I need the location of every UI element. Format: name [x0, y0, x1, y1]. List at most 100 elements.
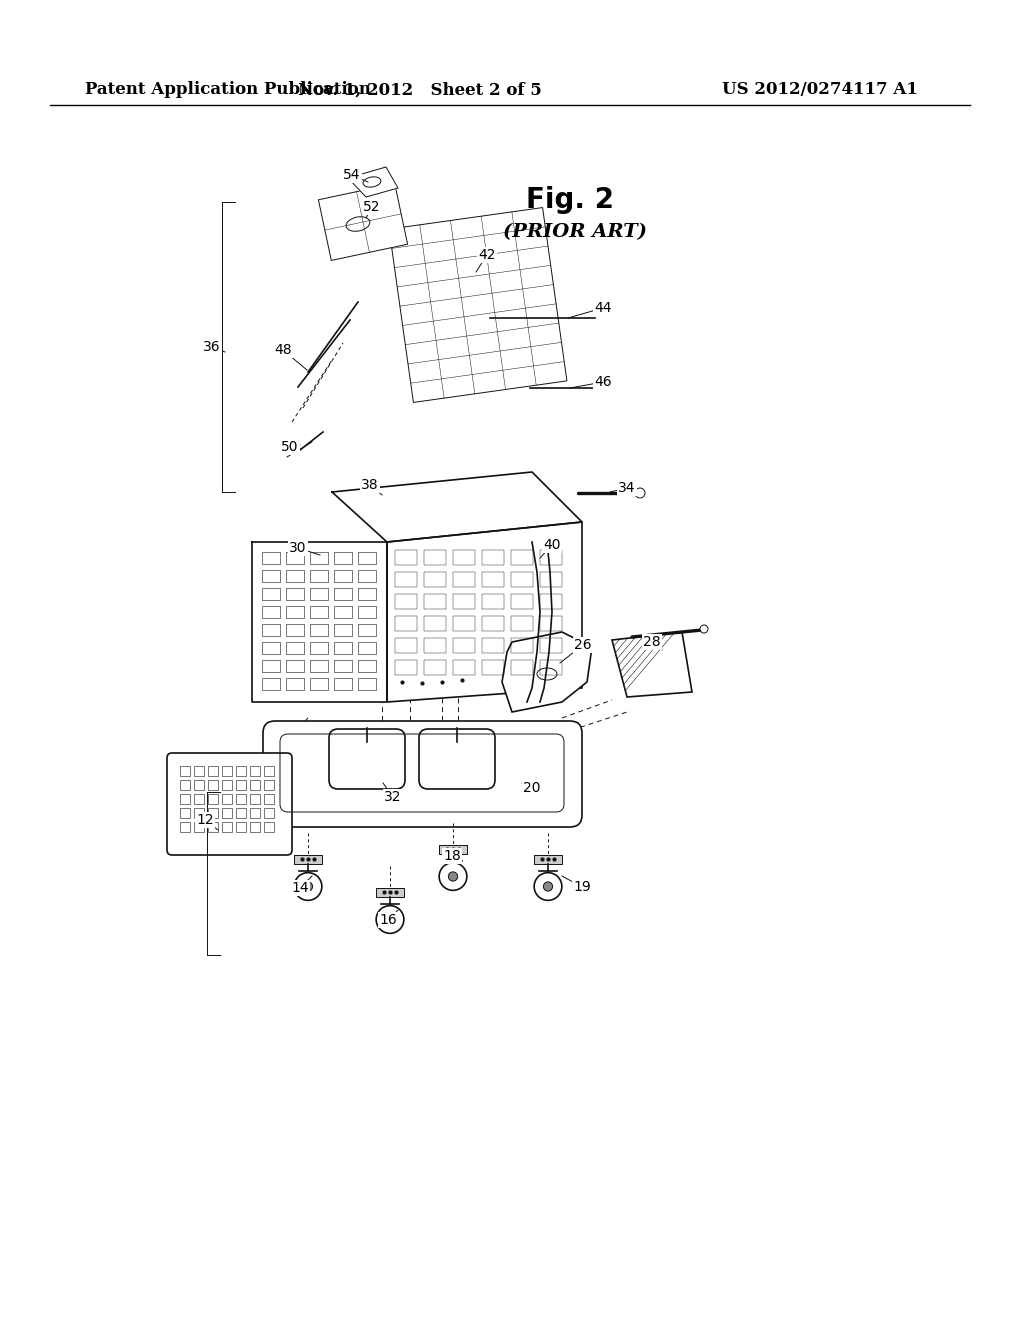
Bar [334, 570, 352, 582]
Bar [250, 780, 260, 789]
Bar [424, 550, 446, 565]
Bar [439, 845, 467, 854]
Bar [540, 616, 562, 631]
Bar [262, 570, 280, 582]
Text: Nov. 1, 2012   Sheet 2 of 5: Nov. 1, 2012 Sheet 2 of 5 [298, 82, 542, 99]
Bar [395, 660, 417, 675]
Bar [222, 766, 232, 776]
Bar [194, 808, 204, 818]
Bar [286, 642, 304, 653]
Bar [194, 795, 204, 804]
Bar [453, 594, 475, 609]
Bar [208, 795, 218, 804]
Bar [482, 572, 504, 587]
Bar [236, 795, 246, 804]
Bar [424, 660, 446, 675]
Bar [540, 594, 562, 609]
Text: 46: 46 [594, 375, 611, 389]
Bar [334, 642, 352, 653]
Bar [262, 642, 280, 653]
Circle shape [376, 906, 403, 933]
Circle shape [303, 882, 312, 891]
Bar [482, 550, 504, 565]
Bar [262, 606, 280, 618]
Circle shape [439, 863, 467, 891]
Bar [194, 822, 204, 832]
Bar [334, 660, 352, 672]
Text: 19: 19 [573, 880, 591, 894]
Bar [358, 660, 376, 672]
Bar [286, 587, 304, 601]
Text: 32: 32 [384, 789, 401, 804]
Polygon shape [612, 632, 692, 697]
Bar [511, 616, 534, 631]
Bar [358, 606, 376, 618]
Text: 20: 20 [523, 781, 541, 795]
Text: 26: 26 [574, 638, 592, 652]
Bar [334, 624, 352, 636]
Text: 48: 48 [274, 343, 292, 356]
Text: 40: 40 [544, 539, 561, 552]
Bar [453, 550, 475, 565]
Bar [194, 766, 204, 776]
Circle shape [449, 873, 458, 882]
Text: 50: 50 [282, 440, 299, 454]
Bar [294, 855, 322, 865]
Polygon shape [332, 473, 582, 543]
Bar [424, 572, 446, 587]
Bar [236, 766, 246, 776]
Polygon shape [318, 183, 408, 260]
Bar [194, 780, 204, 789]
Bar [540, 550, 562, 565]
Bar [264, 780, 274, 789]
Bar [264, 795, 274, 804]
Bar [180, 795, 190, 804]
Bar [453, 572, 475, 587]
Bar [180, 780, 190, 789]
Bar [358, 587, 376, 601]
Bar [482, 638, 504, 653]
Bar [262, 660, 280, 672]
Text: 52: 52 [364, 201, 381, 214]
FancyBboxPatch shape [167, 752, 292, 855]
Bar [250, 766, 260, 776]
Polygon shape [252, 543, 387, 702]
Bar [264, 766, 274, 776]
Bar [534, 855, 562, 865]
Bar [262, 678, 280, 690]
Bar [395, 572, 417, 587]
Bar [236, 808, 246, 818]
Bar [310, 642, 328, 653]
Bar [424, 638, 446, 653]
Bar [482, 616, 504, 631]
Circle shape [294, 873, 322, 900]
Bar [286, 624, 304, 636]
Bar [310, 624, 328, 636]
Circle shape [544, 882, 553, 891]
Bar [262, 587, 280, 601]
Bar [250, 822, 260, 832]
Bar [511, 550, 534, 565]
Circle shape [635, 488, 645, 498]
Text: 12: 12 [197, 813, 214, 828]
Bar [358, 624, 376, 636]
Bar [424, 616, 446, 631]
Text: 30: 30 [289, 541, 307, 554]
Bar [334, 678, 352, 690]
Bar [540, 660, 562, 675]
Text: 44: 44 [594, 301, 611, 315]
Bar [286, 606, 304, 618]
Bar [208, 766, 218, 776]
Bar [395, 638, 417, 653]
Bar [310, 552, 328, 564]
Bar [286, 570, 304, 582]
Text: Patent Application Publication: Patent Application Publication [85, 82, 371, 99]
Bar [264, 822, 274, 832]
FancyBboxPatch shape [263, 721, 582, 828]
Polygon shape [389, 207, 567, 403]
Text: 14: 14 [291, 880, 309, 895]
Bar [222, 822, 232, 832]
Bar [180, 766, 190, 776]
Bar [511, 660, 534, 675]
Bar [208, 780, 218, 789]
